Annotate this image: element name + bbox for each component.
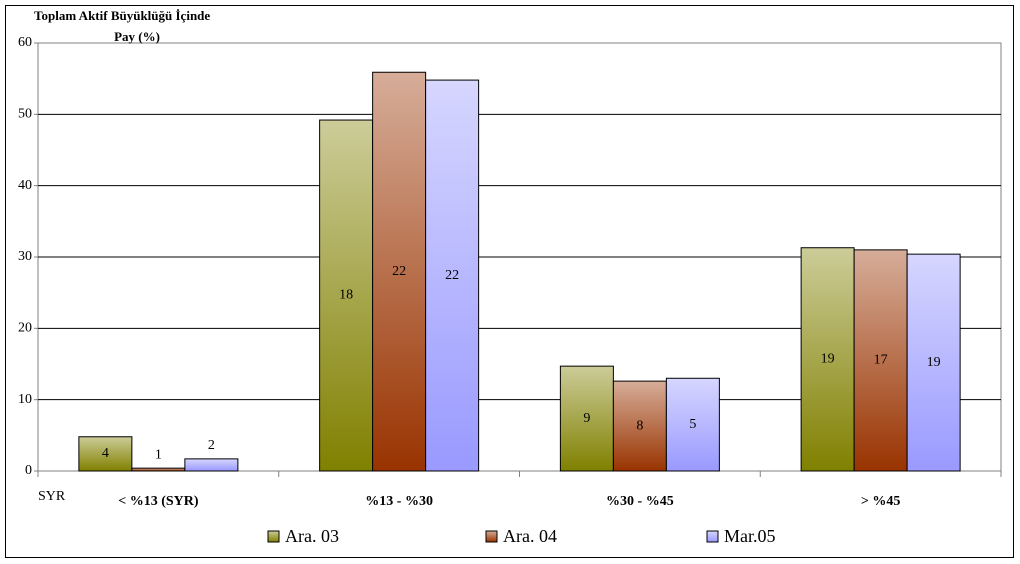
bar-label: 17	[874, 353, 888, 368]
y-tick-label: 10	[18, 392, 32, 407]
note: SYR	[38, 489, 66, 504]
bar	[131, 467, 186, 472]
y-tick-label: 60	[18, 35, 32, 50]
x-tick-label: %13 - %30	[365, 494, 433, 509]
legend-label: Ara. 04	[503, 526, 557, 546]
bar	[425, 79, 480, 472]
bar-label: 22	[392, 264, 406, 279]
bar	[78, 436, 133, 472]
y-tick-label: 20	[18, 321, 32, 336]
bar-label: 9	[583, 411, 590, 426]
legend-swatch	[267, 530, 280, 543]
bar	[800, 247, 855, 472]
y-tick-label: 30	[18, 249, 32, 264]
y-axis-title: Toplam Aktif Büyüklüğü İçinde	[34, 8, 210, 23]
y-tick-label: 50	[18, 107, 32, 122]
bar	[612, 380, 667, 472]
bar-label: 19	[821, 352, 835, 367]
legend-label: Ara. 03	[285, 526, 339, 546]
bar-label: 8	[636, 418, 643, 433]
bar-label: 18	[339, 288, 353, 303]
y-axis-title: Pay (%)	[114, 29, 160, 44]
bar-label: 2	[208, 438, 215, 453]
bar-label: 19	[927, 355, 941, 370]
x-tick-label: > %45	[861, 494, 900, 509]
bar-label: 4	[102, 446, 109, 461]
bar-label: 1	[155, 447, 162, 462]
bar	[853, 249, 908, 472]
legend-swatch	[485, 530, 498, 543]
bar	[665, 377, 720, 472]
bar-label: 22	[445, 268, 459, 283]
bar	[906, 253, 961, 472]
x-tick-label: %30 - %45	[606, 494, 674, 509]
legend-swatch	[706, 530, 719, 543]
legend-label: Mar.05	[724, 526, 776, 546]
y-tick-label: 40	[18, 178, 32, 193]
y-tick-label: 0	[25, 463, 32, 478]
bar	[319, 119, 374, 472]
bar	[184, 458, 239, 472]
bar-label: 5	[689, 417, 696, 432]
x-tick-label: < %13 (SYR)	[118, 494, 199, 509]
